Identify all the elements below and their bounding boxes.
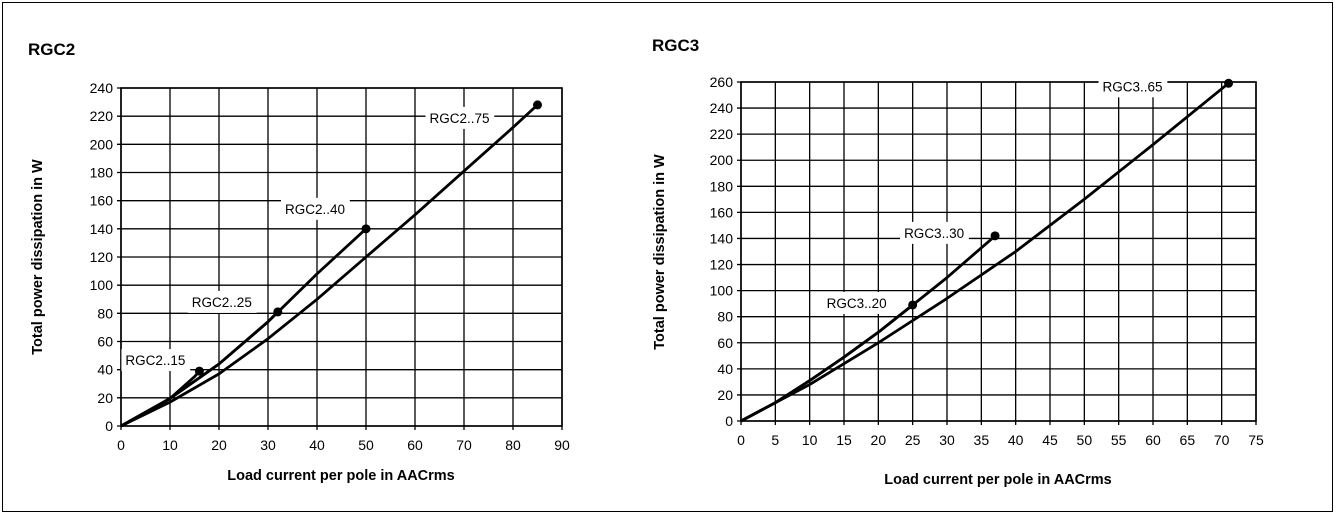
series-end-marker bbox=[533, 100, 542, 110]
y-tick-label: 240 bbox=[90, 80, 114, 96]
y-tick-label: 20 bbox=[717, 387, 733, 403]
y-tick-label: 100 bbox=[710, 283, 734, 299]
y-tick-label: 60 bbox=[97, 334, 113, 350]
x-tick-label: 30 bbox=[260, 437, 276, 453]
x-tick-label: 30 bbox=[939, 432, 955, 448]
chart-title-rgc2: RGC2 bbox=[28, 40, 76, 59]
x-tick-label: 55 bbox=[1111, 432, 1127, 448]
y-axis-label: Total power dissipation in W bbox=[30, 159, 46, 355]
x-tick-label: 90 bbox=[554, 437, 570, 453]
x-tick-label: 0 bbox=[737, 432, 745, 448]
callout-label: RGC2..75 bbox=[430, 111, 490, 126]
y-tick-label: 260 bbox=[710, 74, 734, 90]
y-tick-label: 200 bbox=[90, 136, 114, 152]
callout-box bbox=[900, 221, 969, 244]
x-tick-label: 0 bbox=[117, 437, 125, 453]
chart-rgc3: 0 5 10 15 20 25 30 35 40 45 50 55 60 65 70 75 0 20 40 60 80 1… bbox=[652, 74, 1264, 488]
y-tick-label: 220 bbox=[710, 126, 734, 142]
callout-label: RGC2..15 bbox=[125, 353, 185, 368]
x-axis-label: Load current per pole in AACrms bbox=[227, 468, 454, 484]
y-tick-label: 160 bbox=[90, 193, 114, 209]
callout-label: RGC3..30 bbox=[904, 226, 964, 241]
series-line-rgc365 bbox=[740, 82, 1230, 423]
y-tick-label: 0 bbox=[725, 413, 733, 429]
y-tick-label: 160 bbox=[710, 204, 734, 220]
series-end-marker bbox=[194, 366, 204, 376]
y-tick-label: 140 bbox=[90, 221, 114, 237]
plot-area-border bbox=[740, 81, 1257, 422]
callout-box bbox=[121, 349, 191, 372]
x-tick-label: 40 bbox=[1008, 432, 1024, 448]
x-tick-label: 35 bbox=[974, 432, 990, 448]
series-end-marker bbox=[990, 231, 1000, 241]
y-tick-label: 0 bbox=[105, 418, 113, 434]
series-line-rgc275 bbox=[120, 103, 539, 428]
plot-area-border bbox=[120, 87, 563, 427]
x-tick-label: 5 bbox=[771, 432, 779, 448]
callout-box bbox=[1098, 75, 1168, 98]
x-tick-label: 75 bbox=[1248, 432, 1264, 448]
x-tick-label: 50 bbox=[1077, 432, 1093, 448]
y-tick-label: 120 bbox=[90, 249, 114, 265]
y-tick-label: 60 bbox=[717, 335, 733, 351]
y-tick-label: 140 bbox=[710, 230, 734, 246]
y-tick-label: 20 bbox=[97, 390, 113, 406]
x-tick-label: 15 bbox=[836, 432, 852, 448]
y-tick-label: 80 bbox=[97, 305, 113, 321]
callout-label: RGC3..65 bbox=[1103, 79, 1163, 94]
y-tick-label: 240 bbox=[710, 100, 734, 116]
y-tick-label: 80 bbox=[717, 309, 733, 325]
chart-rgc2: 0 10 20 30 40 50 60 70 80 90 0 20 40 60 80 100 120 140 160… bbox=[30, 80, 570, 484]
x-axis-label: Load current per pole in AACrms bbox=[884, 472, 1111, 488]
y-tick-label: 40 bbox=[717, 361, 733, 377]
series-line-rgc240 bbox=[120, 227, 367, 428]
y-tick-label: 100 bbox=[90, 277, 114, 293]
x-tick-label: 25 bbox=[905, 432, 921, 448]
x-tick-label: 65 bbox=[1180, 432, 1196, 448]
x-tick-label: 70 bbox=[456, 437, 472, 453]
series-end-marker bbox=[361, 224, 371, 234]
y-tick-label: 220 bbox=[90, 108, 114, 124]
series-end-marker bbox=[273, 307, 283, 317]
y-tick-label: 180 bbox=[90, 165, 114, 181]
x-tick-label: 60 bbox=[1145, 432, 1161, 448]
x-tick-label: 45 bbox=[1042, 432, 1058, 448]
y-tick-label: 120 bbox=[710, 257, 734, 273]
callout-box bbox=[822, 291, 892, 314]
y-tick-label: 40 bbox=[97, 362, 113, 378]
x-tick-label: 10 bbox=[162, 437, 178, 453]
series-line-rgc320 bbox=[740, 303, 914, 423]
callout-box bbox=[425, 106, 495, 129]
x-tick-label: 10 bbox=[802, 432, 818, 448]
callout-label: RGC2..40 bbox=[285, 202, 345, 217]
y-axis-label: Total power dissipation in W bbox=[652, 154, 668, 350]
series-end-marker bbox=[1224, 78, 1234, 88]
x-tick-label: 70 bbox=[1214, 432, 1230, 448]
callout-label: RGC3..20 bbox=[827, 296, 887, 311]
x-tick-label: 60 bbox=[407, 437, 423, 453]
x-tick-label: 40 bbox=[309, 437, 325, 453]
x-tick-label: 20 bbox=[871, 432, 887, 448]
series-line-rgc215 bbox=[120, 370, 201, 428]
x-tick-label: 50 bbox=[358, 437, 374, 453]
callout-box bbox=[187, 290, 257, 313]
callout-label: RGC2..25 bbox=[192, 295, 252, 310]
series-line-rgc330 bbox=[740, 234, 997, 423]
y-tick-label: 180 bbox=[710, 178, 734, 194]
callout-box bbox=[281, 197, 350, 220]
x-tick-label: 80 bbox=[505, 437, 521, 453]
chart-title-rgc3: RGC3 bbox=[652, 36, 700, 55]
x-tick-label: 20 bbox=[211, 437, 227, 453]
series-end-marker bbox=[908, 300, 918, 310]
y-tick-label: 200 bbox=[710, 152, 734, 168]
